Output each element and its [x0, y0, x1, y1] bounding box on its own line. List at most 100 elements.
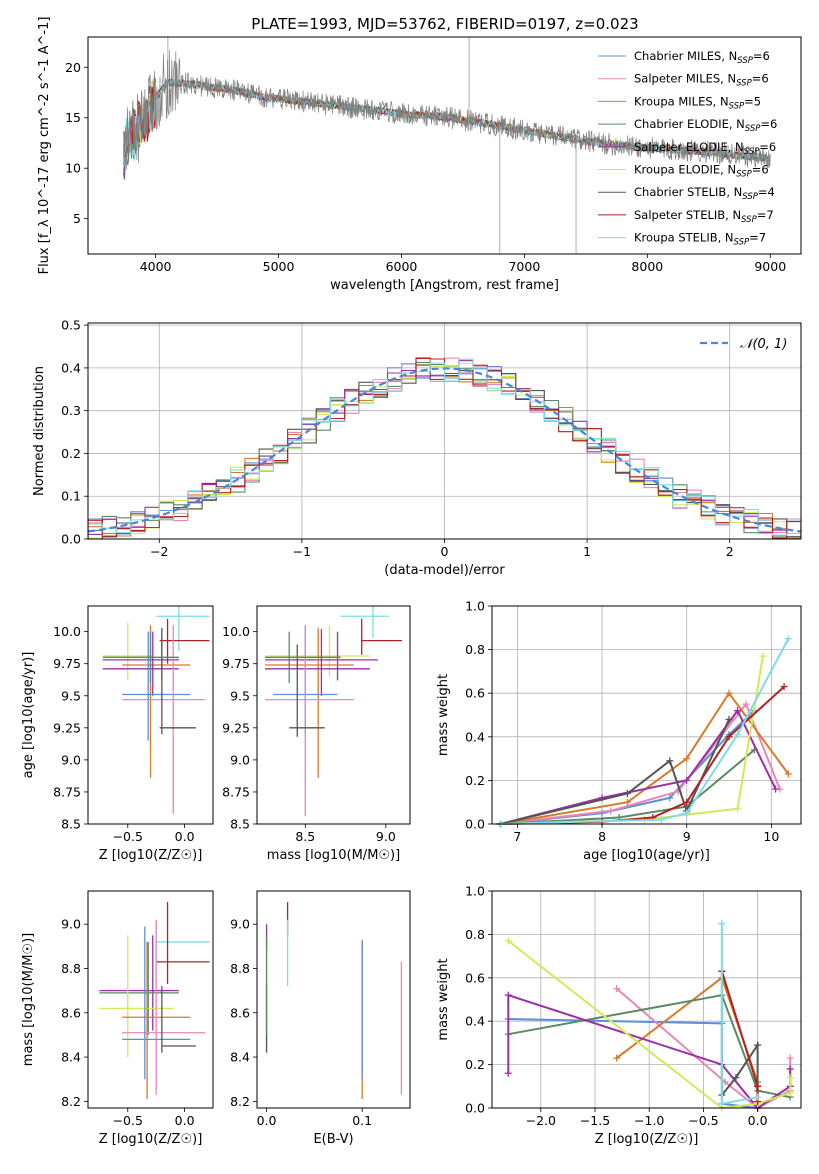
y-tick-label: 8.75: [222, 784, 250, 799]
y-tick-label: 10.0: [222, 624, 250, 639]
legend-label: 𝒩(0, 1): [740, 337, 787, 352]
y-axis-label: Normed distribution: [32, 366, 47, 496]
x-tick-label: −0.5: [113, 1113, 143, 1128]
y-tick-label: 8.4: [230, 1050, 250, 1065]
x-tick-label: 0.0: [257, 1113, 277, 1128]
series-marker: [725, 733, 733, 741]
series-line: [500, 638, 790, 825]
legend-label: Chabrier STELIB, NSSP=4: [634, 185, 775, 202]
series-marker: [666, 757, 674, 765]
y-tick-label: 0.1: [61, 489, 81, 504]
y-tick-label: 8.6: [61, 1005, 81, 1020]
legend-label: Kroupa ELODIE, NSSP=6: [634, 163, 769, 180]
x-tick-label: 6000: [386, 259, 418, 274]
x-tick-label: 0.1: [352, 1113, 372, 1128]
series-marker: [780, 683, 788, 691]
axes-frame: [256, 605, 411, 825]
y-tick-label: 8.8: [61, 961, 81, 976]
y-tick-label: 8.6: [230, 1005, 250, 1020]
x-tick-label: 9: [683, 829, 691, 844]
y-tick-label: 0.2: [61, 446, 81, 461]
x-tick-label: −2.0: [526, 1113, 556, 1128]
series-marker: [504, 991, 512, 999]
x-tick-label: 0: [441, 544, 449, 559]
y-tick-label: 8.2: [230, 1094, 250, 1109]
x-axis-label: wavelength [Angstrom, rest frame]: [330, 278, 559, 293]
age-vs-mass-panel: 8.5 9.0 8.5 8.75 9.0 9.25 9.5 9.75 10.0 mass [log…: [222, 605, 411, 863]
y-tick-label: 0.2: [465, 773, 485, 788]
x-tick-label: −0.5: [113, 829, 143, 844]
series-line: [500, 749, 756, 825]
observed-spectrum: [123, 50, 771, 180]
y-tick-label: 0.6: [465, 686, 485, 701]
normal-curve: [87, 367, 802, 533]
x-tick-label: 5000: [263, 259, 295, 274]
series-marker: [657, 816, 665, 824]
x-tick-label: 8: [598, 829, 606, 844]
legend-label: Chabrier MILES, NSSP=6: [634, 49, 770, 66]
series-marker: [504, 1069, 512, 1077]
y-tick-label: 0.3: [61, 403, 81, 418]
x-tick-label: 8000: [631, 259, 663, 274]
y-tick-label: 1.0: [465, 599, 485, 614]
y-tick-label: 8.8: [230, 961, 250, 976]
series-marker: [759, 652, 767, 660]
y-tick-label: 9.25: [53, 720, 81, 735]
series-marker: [683, 798, 691, 806]
legend-label: Salpeter ELODIE, NSSP=6: [634, 140, 776, 157]
x-tick-label: 0.0: [175, 829, 195, 844]
series-marker: [786, 1065, 794, 1073]
series-marker: [734, 731, 742, 739]
y-tick-label: 8.5: [61, 817, 81, 832]
series-marker: [607, 807, 615, 815]
y-tick-label: 9.75: [53, 656, 81, 671]
y-tick-label: 8.75: [53, 784, 81, 799]
y-tick-label: 0.4: [61, 360, 81, 375]
y-tick-label: 0.8: [465, 927, 485, 942]
series-marker: [786, 1089, 794, 1097]
y-tick-label: 9.5: [61, 688, 81, 703]
y-tick-label: 9.0: [61, 917, 81, 932]
x-tick-label: 7: [513, 829, 521, 844]
x-tick-label: 10: [763, 829, 779, 844]
series-marker: [666, 794, 674, 802]
series-marker: [683, 776, 691, 784]
y-tick-label: 0.0: [465, 1101, 485, 1116]
y-tick-label: 0.8: [465, 642, 485, 657]
series-marker: [772, 785, 780, 793]
axes-frame: [491, 605, 802, 825]
series-marker: [725, 689, 733, 697]
legend-label: Salpeter STELIB, NSSP=7: [634, 208, 774, 225]
x-tick-label: −1.5: [580, 1113, 610, 1128]
x-tick-label: −1.0: [634, 1113, 664, 1128]
age-vs-metallicity-panel: −0.5 0.0 8.5 8.75 9.0 9.25 9.5 9.75 10.0 Z [log10…: [21, 605, 214, 863]
series-marker: [683, 809, 691, 817]
spectrum-panel: 4000 5000 6000 7000 8000 9000 5 10 15 20 wavelengt…: [37, 17, 802, 293]
series-marker: [504, 937, 512, 945]
axes-frame: [491, 890, 802, 1109]
series-marker: [718, 1100, 726, 1108]
y-tick-label: 8.5: [230, 817, 250, 832]
series-marker: [754, 1082, 762, 1090]
y-tick-label: 0.6: [465, 970, 485, 985]
legend-label: Chabrier ELODIE, NSSP=6: [634, 117, 777, 134]
series-marker: [623, 798, 631, 806]
residual-histogram-panel: −2 −1 0 1 2 0.0 0.1 0.2 0.3 0.4 0.5 (data-model)/er…: [32, 318, 802, 578]
series-marker: [784, 635, 792, 643]
y-tick-label: 20: [65, 60, 81, 75]
y-axis-label: Flux [f_λ 10^-17 erg cm^-2 s^-1 A^-1]: [37, 17, 52, 275]
y-tick-label: 0.4: [465, 729, 485, 744]
series-line: [508, 994, 791, 1099]
y-tick-label: 5: [73, 211, 81, 226]
series-marker: [742, 700, 750, 708]
y-axis-label: mass [log10(M/M☉)]: [21, 933, 36, 1066]
x-tick-label: 2: [726, 544, 734, 559]
series-marker: [734, 805, 742, 813]
series-marker: [683, 755, 691, 763]
x-axis-label: Z [log10(Z/Z☉)]: [99, 1132, 203, 1147]
histogram-series: [88, 358, 801, 536]
x-tick-label: 8.5: [295, 829, 315, 844]
series-marker: [786, 1074, 794, 1082]
series-marker: [786, 1054, 794, 1062]
